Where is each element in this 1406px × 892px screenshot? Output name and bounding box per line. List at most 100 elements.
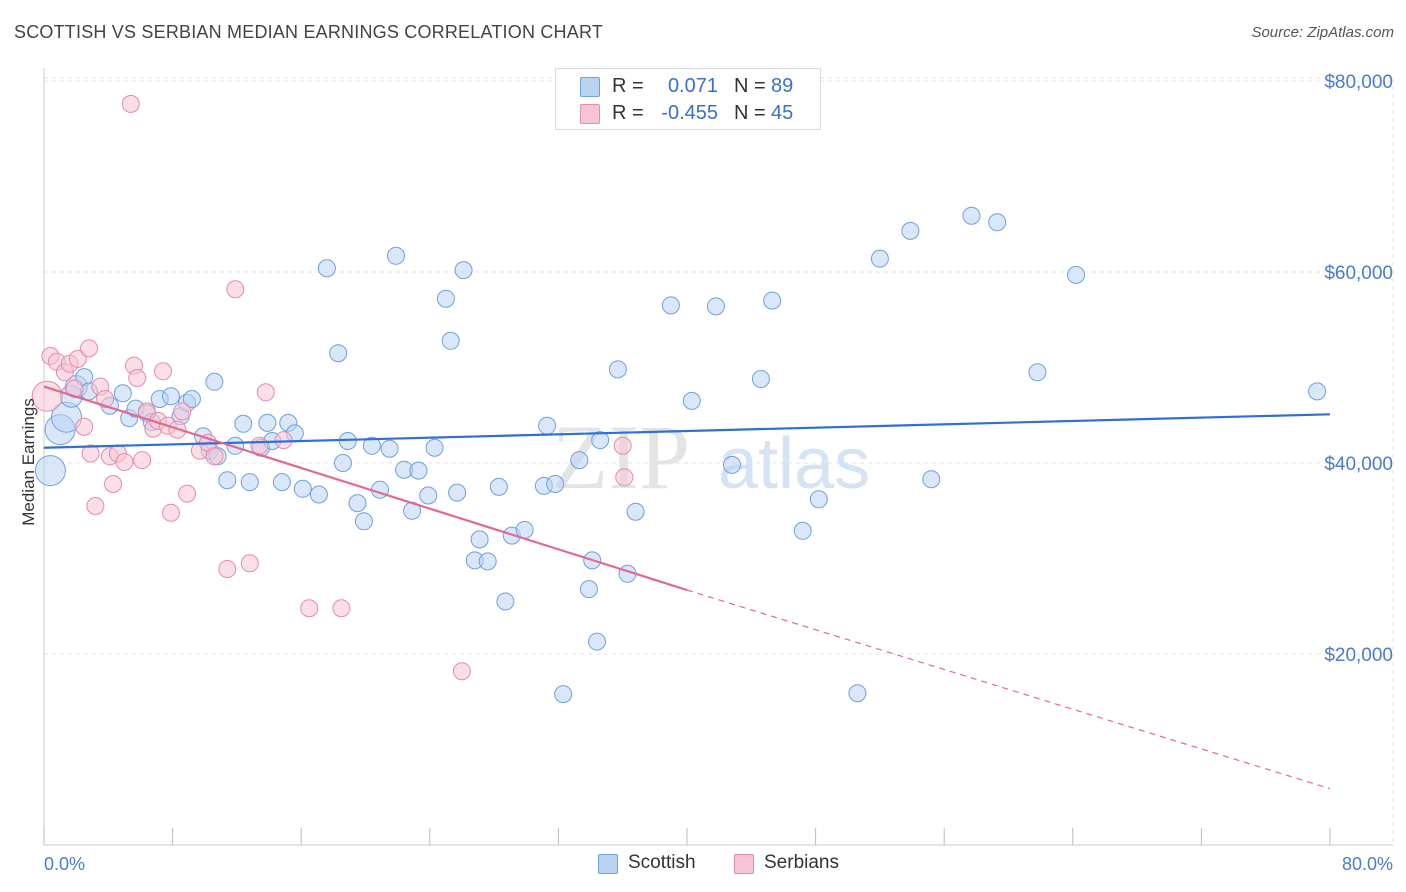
- serbians-point: [115, 453, 134, 471]
- n-value: 45: [771, 102, 794, 124]
- scottish-point: [988, 213, 1007, 232]
- r-value: 0.071: [667, 75, 718, 97]
- serbians-point: [121, 94, 140, 113]
- serbians-point: [274, 431, 293, 450]
- y-tick-label: $20,000: [1324, 645, 1393, 666]
- r-label: R =: [612, 102, 644, 124]
- scottish-point: [870, 249, 889, 268]
- serbians-point: [104, 475, 123, 493]
- scottish-point: [478, 552, 497, 571]
- scottish-point: [901, 221, 920, 240]
- scottish-point: [409, 461, 428, 480]
- scottish-point: [454, 261, 473, 280]
- scottish-point: [723, 455, 741, 474]
- scottish-point: [588, 632, 606, 651]
- scottish-point: [809, 490, 828, 509]
- scottish-point: [1028, 363, 1047, 382]
- serbians-point: [256, 383, 275, 402]
- scottish-point: [334, 454, 352, 472]
- serbians-point: [128, 369, 147, 387]
- scottish-point: [162, 387, 180, 406]
- serbians-point: [218, 560, 237, 578]
- scottish-point: [793, 521, 812, 540]
- serbians-point: [80, 339, 98, 358]
- scottish-point: [380, 439, 399, 458]
- scottish-point: [848, 684, 867, 703]
- scottish-point: [546, 475, 565, 493]
- stats-row-serbians: R = -0.455 N = 45: [556, 101, 820, 127]
- scottish-point: [258, 413, 277, 432]
- source-label: Source: ZipAtlas.com: [1251, 24, 1394, 41]
- scottish-point: [317, 259, 336, 278]
- serbians-trend-extension: [686, 589, 1331, 790]
- y-axis-label: Median Earnings: [19, 398, 38, 526]
- scottish-point: [470, 530, 489, 549]
- serbians-point: [154, 362, 172, 381]
- serbians-swatch: [580, 104, 600, 124]
- scottish-point: [419, 486, 438, 505]
- x-tick-label-min: 0.0%: [44, 854, 85, 874]
- serbians-point: [178, 484, 197, 503]
- y-tick-label: $60,000: [1324, 263, 1393, 284]
- serbians-point: [613, 436, 632, 455]
- n-label: N =: [734, 102, 766, 124]
- scottish-point: [182, 390, 201, 408]
- scottish-swatch: [598, 854, 618, 874]
- scottish-point: [436, 289, 455, 308]
- scottish-point: [591, 431, 610, 450]
- serbians-point: [31, 380, 63, 412]
- serbians-point: [173, 402, 192, 421]
- serbians-point: [81, 444, 100, 463]
- serbians-point: [162, 503, 180, 522]
- scottish-point: [362, 436, 381, 455]
- stats-row-scottish: R = 0.071 N = 89: [556, 74, 820, 100]
- scottish-point: [608, 360, 627, 379]
- serbians-point: [332, 599, 351, 618]
- n-value: 89: [771, 75, 794, 97]
- scottish-point: [1067, 265, 1085, 284]
- chart-title: SCOTTISH VS SERBIAN MEDIAN EARNINGS CORR…: [14, 22, 604, 42]
- scottish-point: [309, 485, 328, 504]
- scottish-point: [293, 479, 312, 498]
- x-tick-label-max: 80.0%: [1342, 854, 1393, 874]
- serbians-point: [133, 451, 152, 470]
- scottish-trend-line: [43, 413, 1331, 449]
- scottish-point: [448, 483, 467, 502]
- serbians-point: [75, 417, 94, 436]
- scottish-point: [234, 414, 253, 433]
- scottish-point: [706, 297, 725, 316]
- scottish-point: [425, 438, 444, 457]
- scottish-swatch: [580, 77, 600, 97]
- scottish-point: [34, 455, 66, 487]
- y-tick-label: $40,000: [1324, 454, 1393, 475]
- serbians-point: [615, 468, 634, 487]
- serbians-point: [96, 390, 115, 408]
- stats-legend: R = 0.071 N = 89 R = -0.455 N = 45: [555, 68, 821, 130]
- scottish-point: [1308, 382, 1327, 401]
- legend-label: Scottish: [628, 852, 696, 873]
- serbians-point: [226, 280, 245, 299]
- series-legend: Scottish Serbians: [0, 851, 1406, 877]
- scottish-point: [538, 416, 557, 435]
- scottish-point: [387, 246, 405, 265]
- scottish-point: [329, 344, 348, 363]
- scottish-point: [218, 471, 237, 490]
- r-label: R =: [612, 75, 644, 97]
- scottish-point: [205, 372, 224, 391]
- scottish-point: [579, 580, 598, 599]
- scottish-point: [626, 502, 645, 521]
- scottish-point: [113, 384, 132, 403]
- serbians-point: [452, 662, 471, 681]
- trend-lines: [43, 385, 1331, 790]
- scottish-point: [489, 477, 508, 496]
- r-value: -0.455: [661, 102, 718, 124]
- scottish-point: [496, 592, 515, 611]
- scottish-point: [751, 370, 770, 388]
- serbians-point: [240, 554, 259, 573]
- y-tick-label: $80,000: [1324, 72, 1393, 93]
- scottish-point: [682, 391, 701, 410]
- scottish-point: [922, 470, 941, 489]
- n-label: N =: [734, 75, 766, 97]
- serbians-point: [205, 447, 224, 466]
- serbians-swatch: [734, 854, 754, 874]
